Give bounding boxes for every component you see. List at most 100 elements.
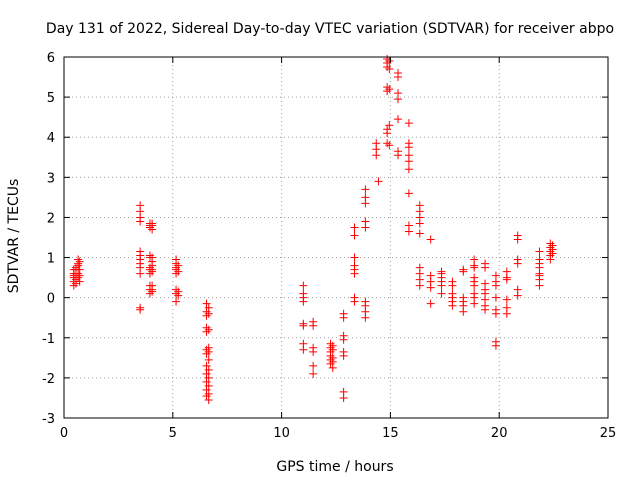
data-point-marker: [172, 297, 181, 306]
data-point-marker: [174, 291, 183, 300]
data-point-marker: [470, 299, 479, 308]
data-point-marker: [339, 313, 348, 322]
data-point-marker: [491, 309, 500, 318]
data-point-marker: [513, 259, 522, 268]
data-point-marker: [394, 95, 403, 104]
data-point-marker: [404, 157, 413, 166]
data-point-marker: [459, 267, 468, 276]
x-tick-label: 20: [491, 426, 508, 441]
data-point-marker: [426, 299, 435, 308]
data-point-marker: [404, 143, 413, 152]
data-point-marker: [448, 281, 457, 290]
data-point-marker: [328, 345, 337, 354]
data-point-marker: [309, 369, 318, 378]
data-point-marker: [148, 267, 157, 276]
data-point-marker: [350, 253, 359, 262]
data-point-marker: [361, 199, 370, 208]
data-point-marker: [350, 223, 359, 232]
data-point-marker: [74, 255, 83, 264]
data-point-marker: [546, 255, 555, 264]
data-point-marker: [309, 361, 318, 370]
data-point-marker: [299, 321, 308, 330]
x-axis-title: GPS time / hours: [276, 459, 393, 475]
data-point-marker: [459, 307, 468, 316]
data-point-marker: [299, 281, 308, 290]
data-point-marker: [339, 393, 348, 402]
data-point-marker: [339, 335, 348, 344]
data-point-marker: [481, 263, 490, 272]
data-point-marker: [309, 347, 318, 356]
x-tick-label: 15: [382, 426, 399, 441]
data-point-marker: [204, 325, 213, 334]
data-point-marker: [361, 185, 370, 194]
data-point-marker: [361, 313, 370, 322]
data-point-marker: [374, 177, 383, 186]
data-point-marker: [350, 231, 359, 240]
data-point-marker: [404, 189, 413, 198]
data-point-marker: [385, 57, 394, 66]
y-axis-title: SDTVAR / TECUs: [6, 179, 22, 294]
data-point-marker: [299, 345, 308, 354]
y-tick-label: 5: [47, 91, 55, 106]
data-point-marker: [491, 281, 500, 290]
data-point-marker: [470, 263, 479, 272]
y-tick-label: -3: [42, 412, 55, 427]
data-point-marker: [548, 249, 557, 258]
data-point-marker: [415, 219, 424, 228]
data-point-marker: [383, 129, 392, 138]
y-tick-label: 3: [47, 171, 55, 186]
data-point-marker: [385, 121, 394, 130]
data-point-marker: [470, 281, 479, 290]
data-point-marker: [202, 369, 211, 378]
x-tick-label: 10: [273, 426, 290, 441]
data-point-marker: [437, 289, 446, 298]
data-point-marker: [202, 377, 211, 386]
data-point-marker: [204, 381, 213, 390]
data-point-marker: [415, 229, 424, 238]
y-tick-label: -2: [42, 372, 55, 387]
data-point-marker: [404, 165, 413, 174]
data-point-marker: [481, 305, 490, 314]
x-tick-label: 0: [60, 426, 68, 441]
data-point-marker: [385, 85, 394, 94]
data-point-marker: [385, 141, 394, 150]
data-point-marker: [328, 363, 337, 372]
plot-frame: [63, 56, 609, 419]
data-point-marker: [502, 309, 511, 318]
data-point-marker: [404, 227, 413, 236]
data-point-marker: [437, 281, 446, 290]
data-point-marker: [415, 281, 424, 290]
data-point-marker: [339, 351, 348, 360]
data-point-marker: [204, 355, 213, 364]
y-tick-label: 6: [47, 51, 55, 66]
data-point-marker: [148, 287, 157, 296]
points-layer: [69, 55, 557, 404]
data-point-marker: [394, 151, 403, 160]
chart-title: Day 131 of 2022, Sidereal Day-to-day VTE…: [46, 21, 614, 37]
data-point-marker: [404, 119, 413, 128]
y-tick-label: 4: [47, 131, 55, 146]
data-point-marker: [299, 297, 308, 306]
data-point-marker: [204, 347, 213, 356]
data-point-marker: [74, 269, 83, 278]
data-point-marker: [535, 281, 544, 290]
data-point-marker: [535, 247, 544, 256]
data-point-marker: [361, 223, 370, 232]
data-point-marker: [204, 373, 213, 382]
x-tick-label: 5: [169, 426, 177, 441]
data-point-marker: [174, 267, 183, 276]
data-point-marker: [394, 73, 403, 82]
y-tick-label: 2: [47, 211, 55, 226]
data-point-marker: [202, 361, 211, 370]
data-point-marker: [350, 269, 359, 278]
data-point-marker: [75, 265, 84, 274]
data-point-marker: [204, 365, 213, 374]
x-tick-label: 25: [600, 426, 617, 441]
data-point-marker: [136, 217, 145, 226]
data-point-marker: [148, 225, 157, 234]
data-point-marker: [394, 115, 403, 124]
data-point-marker: [385, 65, 394, 74]
data-point-marker: [204, 395, 213, 404]
